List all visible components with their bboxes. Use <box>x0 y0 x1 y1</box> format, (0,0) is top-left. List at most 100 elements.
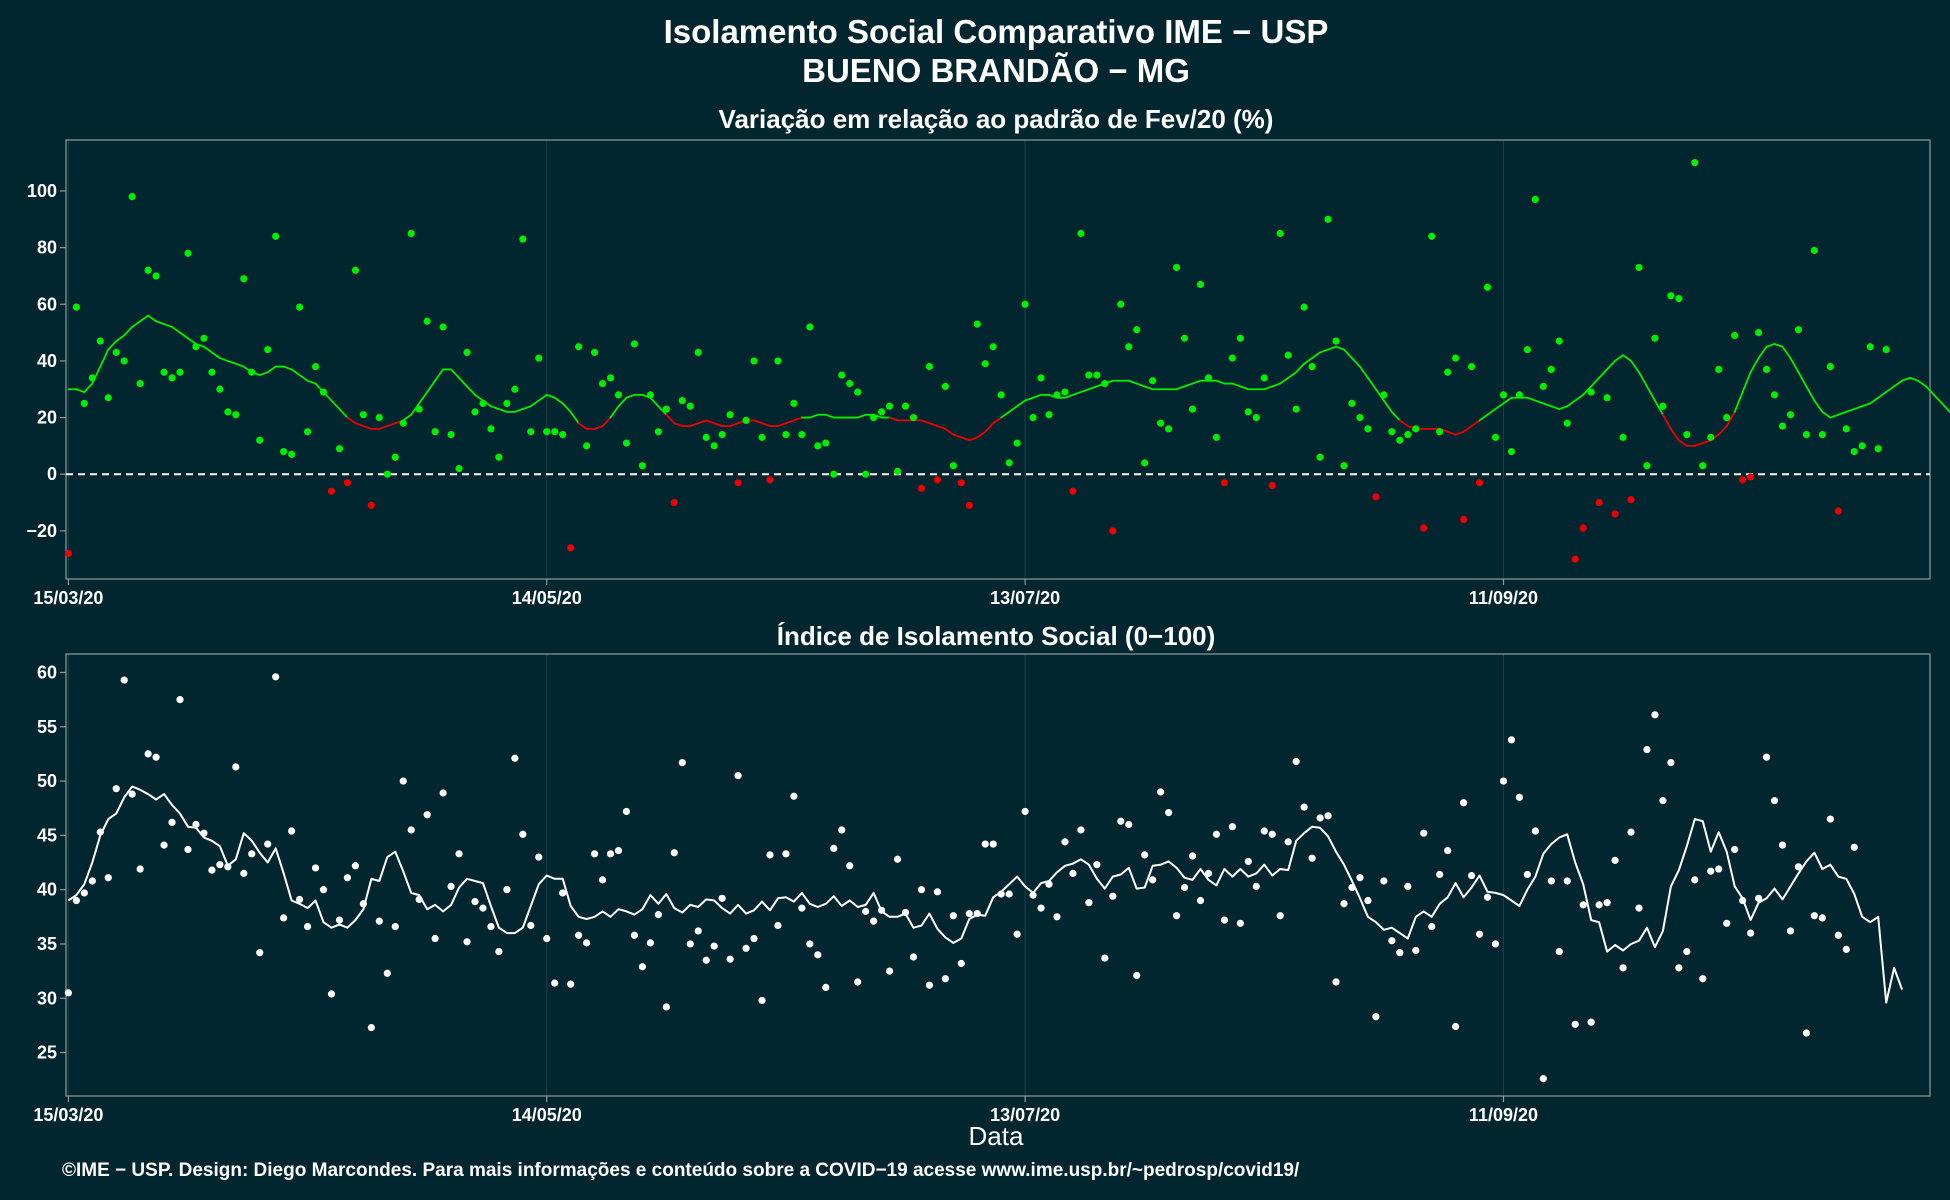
moving-average-segment <box>1925 385 1935 396</box>
moving-average-segment <box>426 379 437 393</box>
data-point <box>1770 391 1779 399</box>
moving-average-segment <box>1693 442 1704 447</box>
data-point <box>80 399 88 407</box>
data-point <box>272 673 280 681</box>
data-point <box>917 484 926 492</box>
data-point <box>495 453 503 461</box>
moving-average-segment <box>218 357 229 362</box>
data-point <box>965 501 973 509</box>
moving-average-segment <box>1311 351 1321 359</box>
x-tick-label: 14/05/20 <box>512 588 582 608</box>
data-point <box>1834 931 1842 939</box>
y-tick-label: 20 <box>37 408 57 428</box>
data-point <box>351 266 360 274</box>
moving-average-segment <box>920 419 931 425</box>
data-point <box>678 396 686 405</box>
y-tick-label: 50 <box>37 771 57 791</box>
data-point <box>383 969 391 977</box>
data-point <box>104 394 112 402</box>
data-point <box>1444 846 1452 855</box>
data-point <box>1165 808 1173 817</box>
data-point <box>1149 377 1157 385</box>
data-point <box>383 470 391 478</box>
data-point <box>1077 229 1085 238</box>
data-point <box>1563 419 1571 427</box>
data-point <box>216 385 224 393</box>
data-point <box>1149 876 1157 884</box>
moving-average-segment <box>1901 377 1911 382</box>
data-point <box>949 912 957 920</box>
data-point <box>455 464 463 473</box>
y-tick-label: 35 <box>37 934 57 954</box>
data-point <box>1356 413 1364 422</box>
moving-average-segment <box>107 340 118 351</box>
data-point <box>1491 433 1500 441</box>
data-point <box>790 399 798 407</box>
data-point <box>901 908 910 917</box>
data-point <box>1651 711 1659 719</box>
data-point <box>1428 232 1436 240</box>
data-point <box>1547 877 1555 885</box>
data-point <box>806 323 814 331</box>
moving-average-segment <box>1494 402 1505 410</box>
data-point <box>519 235 527 243</box>
data-point <box>1109 527 1117 535</box>
moving-average-segment <box>1303 357 1314 365</box>
data-point <box>846 862 854 870</box>
data-point <box>1125 820 1133 829</box>
data-point <box>535 354 543 362</box>
data-point <box>806 940 814 948</box>
data-point <box>335 916 344 924</box>
data-point <box>1117 300 1125 308</box>
data-point <box>1603 899 1611 907</box>
moving-average-segment <box>1885 385 1896 393</box>
data-point <box>981 360 989 368</box>
data-point <box>766 476 774 484</box>
data-point <box>885 402 894 410</box>
panel-1-title: Variação em relação ao padrão de Fev/20 … <box>719 104 1274 134</box>
data-point <box>415 405 423 413</box>
moving-average-segment <box>577 422 588 430</box>
data-point <box>1165 425 1173 433</box>
data-point <box>80 889 88 897</box>
data-point <box>487 425 495 433</box>
moving-average-segment <box>1454 430 1465 436</box>
data-point <box>479 904 487 912</box>
data-point <box>319 388 328 396</box>
x-tick-label: 15/03/20 <box>33 588 103 608</box>
data-point <box>1364 425 1372 433</box>
data-point <box>232 763 240 771</box>
data-point <box>1635 904 1643 912</box>
data-point <box>1332 978 1340 986</box>
moving-average-segment <box>593 425 604 430</box>
data-point <box>64 989 72 997</box>
data-point <box>575 343 583 351</box>
plot-frame <box>65 653 1931 1097</box>
moving-average-segment <box>1008 405 1019 413</box>
moving-average-segment <box>139 314 150 323</box>
data-point <box>112 348 120 357</box>
data-point <box>1858 442 1866 450</box>
data-point <box>1292 405 1300 413</box>
moving-average-segment <box>1630 360 1640 374</box>
moving-average-segment <box>1526 396 1537 402</box>
moving-average-segment <box>362 425 373 430</box>
data-point <box>335 445 344 453</box>
data-point <box>822 439 830 447</box>
y-tick-label: 40 <box>37 351 57 371</box>
panel-2-title: Índice de Isolamento Social (0−100) <box>777 621 1216 651</box>
variation-panel: −20 0 20 40 60 80 100 15/03/20 14/05/20 13/07/20 1… <box>26 139 1950 608</box>
data-point <box>638 963 647 971</box>
data-point <box>136 865 144 873</box>
data-point <box>527 428 535 436</box>
data-point <box>630 340 639 348</box>
x-tick-label: 14/05/20 <box>512 1105 582 1125</box>
y-tick-label: 40 <box>37 880 57 900</box>
data-point <box>1507 447 1516 456</box>
data-point <box>1141 459 1149 467</box>
data-point <box>1794 863 1803 871</box>
data-point <box>941 975 949 983</box>
data-point <box>694 348 702 357</box>
data-point <box>1180 883 1189 892</box>
data-point <box>662 405 670 413</box>
